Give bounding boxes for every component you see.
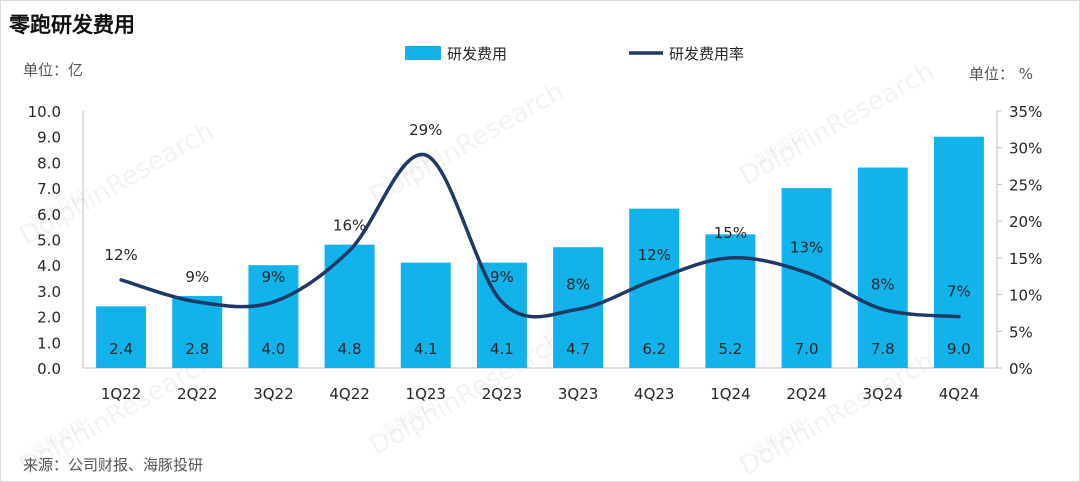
rate-value-label: 7% <box>947 283 971 301</box>
y-left-tick-label: 8.0 <box>37 154 61 172</box>
rate-value-label: 29% <box>409 121 442 139</box>
y-left-tick-label: 5.0 <box>37 232 61 250</box>
x-tick-label: 2Q22 <box>177 385 217 403</box>
y-left-tick-label: 10.0 <box>28 103 61 121</box>
legend-bar-label: 研发费用 <box>447 45 507 63</box>
rate-value-label: 9% <box>490 268 514 286</box>
x-tick-label: 3Q24 <box>863 385 903 403</box>
left-unit-label: 单位：亿 <box>23 61 84 79</box>
watermark-text: DolphinResearch <box>365 76 570 212</box>
y-left-tick-label: 1.0 <box>37 334 61 352</box>
y-right-tick-label: 35% <box>1009 103 1042 121</box>
y-left-tick-label: 2.0 <box>37 309 61 327</box>
y-left-tick-label: 9.0 <box>37 129 61 147</box>
y-right-tick-label: 5% <box>1009 323 1033 341</box>
rate-line <box>119 152 961 319</box>
bar <box>857 167 908 368</box>
x-tick-label: 1Q23 <box>406 385 446 403</box>
legend-line-label: 研发费用率 <box>669 45 744 63</box>
y-right-tick-label: 10% <box>1009 287 1042 305</box>
chart-title: 零跑研发费用 <box>9 13 135 37</box>
bar-value-label: 6.2 <box>642 340 666 358</box>
bar <box>400 262 451 368</box>
rate-value-label: 8% <box>566 275 590 293</box>
x-tick-label: 4Q23 <box>634 385 674 403</box>
x-tick-label: 4Q22 <box>329 385 369 403</box>
y-left-tick-label: 6.0 <box>37 206 61 224</box>
y-left-tick-label: 0.0 <box>37 360 61 378</box>
rate-value-label: 9% <box>262 268 286 286</box>
bar <box>96 306 147 368</box>
legend-bar-swatch <box>405 46 441 60</box>
rate-value-label: 12% <box>638 246 671 264</box>
y-right-tick-label: 20% <box>1009 213 1042 231</box>
x-tick-label: 1Q24 <box>710 385 750 403</box>
bar <box>172 296 223 368</box>
watermark-text: DolphinResearch <box>735 346 940 481</box>
y-right-tick-label: 30% <box>1009 140 1042 158</box>
rate-value-label: 8% <box>871 275 895 293</box>
y-right-tick-label: 0% <box>1009 360 1033 378</box>
bar-value-label: 4.1 <box>414 340 438 358</box>
bar <box>248 265 299 368</box>
watermark-text: DolphinResearch <box>365 326 570 462</box>
bar-value-label: 7.0 <box>795 340 819 358</box>
bar-value-label: 4.8 <box>338 340 362 358</box>
source-note: 来源：公司财报、海豚投研 <box>23 456 204 474</box>
watermark-text: DolphinResearch <box>735 56 940 192</box>
x-tick-label: 4Q24 <box>939 385 979 403</box>
bar-value-label: 9.0 <box>947 340 971 358</box>
bar-value-label: 5.2 <box>718 340 742 358</box>
y-left-tick-label: 4.0 <box>37 257 61 275</box>
bar-value-label: 4.0 <box>261 340 285 358</box>
x-tick-label: 2Q24 <box>786 385 826 403</box>
x-tick-label: 3Q22 <box>253 385 293 403</box>
rate-value-label: 16% <box>333 217 366 235</box>
y-left-tick-label: 7.0 <box>37 180 61 198</box>
bar-value-label: 7.8 <box>871 340 895 358</box>
bar-value-label: 4.7 <box>566 340 590 358</box>
rate-value-label: 12% <box>104 246 137 264</box>
rate-value-label: 13% <box>790 239 823 257</box>
y-left-tick-label: 3.0 <box>37 283 61 301</box>
bar <box>933 136 984 368</box>
bar-value-label: 2.4 <box>109 340 133 358</box>
x-tick-label: 1Q22 <box>101 385 141 403</box>
y-right-tick-label: 25% <box>1009 176 1042 194</box>
bar-value-label: 2.8 <box>185 340 209 358</box>
right-unit-label: 单位： % <box>968 65 1033 83</box>
rate-value-label: 9% <box>185 268 209 286</box>
bar-value-label: 4.1 <box>490 340 514 358</box>
y-right-tick-label: 15% <box>1009 250 1042 268</box>
x-tick-label: 3Q23 <box>558 385 598 403</box>
x-tick-label: 2Q23 <box>482 385 522 403</box>
rate-value-label: 15% <box>714 224 747 242</box>
